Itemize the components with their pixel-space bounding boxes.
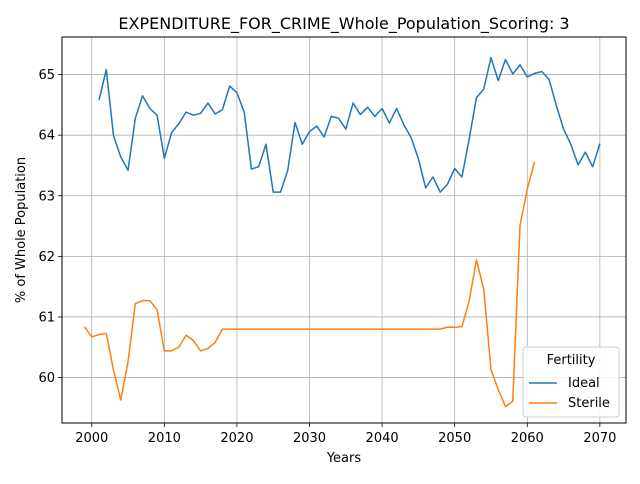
y-tick-label: 65 bbox=[38, 68, 55, 83]
series-line-ideal bbox=[98, 56, 601, 193]
legend: Fertility Ideal Sterile bbox=[522, 346, 620, 418]
series-line-sterile bbox=[83, 161, 536, 408]
x-tick-label: 2010 bbox=[148, 431, 181, 446]
axis-ticks: 2000 2010 2020 2030 2040 2050 2060 2070 60 61 62 63… bbox=[38, 68, 616, 446]
x-tick-label: 2040 bbox=[366, 431, 399, 446]
chart-title: EXPENDITURE_FOR_CRIME_Whole_Population_S… bbox=[118, 14, 569, 34]
x-tick-label: 2020 bbox=[220, 431, 253, 446]
series-lines bbox=[83, 56, 601, 408]
x-tick-label: 2070 bbox=[583, 431, 616, 446]
x-tick-label: 2060 bbox=[511, 431, 544, 446]
y-tick-label: 62 bbox=[38, 250, 55, 265]
y-tick-label: 60 bbox=[38, 371, 55, 386]
x-tick-label: 2050 bbox=[438, 431, 471, 446]
x-axis-label: Years bbox=[326, 451, 362, 466]
y-tick-label: 64 bbox=[38, 129, 55, 144]
x-tick-label: 2000 bbox=[75, 431, 108, 446]
legend-box bbox=[522, 346, 620, 418]
legend-label-sterile: Sterile bbox=[568, 396, 610, 411]
y-tick-label: 61 bbox=[38, 310, 55, 325]
x-tick-label: 2030 bbox=[293, 431, 326, 446]
y-axis-label: % of Whole Population bbox=[14, 157, 29, 303]
legend-title: Fertility bbox=[547, 353, 596, 368]
grid bbox=[62, 37, 626, 423]
y-tick-label: 63 bbox=[38, 189, 55, 204]
plot-frame bbox=[61, 36, 627, 424]
legend-label-ideal: Ideal bbox=[568, 376, 600, 391]
